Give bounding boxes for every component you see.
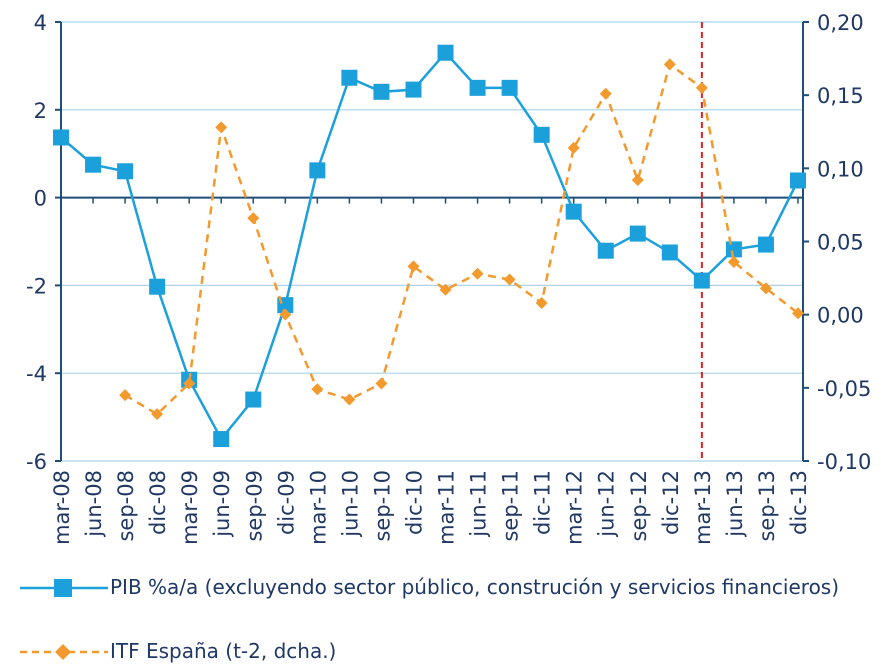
marker bbox=[663, 58, 676, 71]
x-tick-label: mar-11 bbox=[435, 470, 459, 545]
y-tick-label: 0 bbox=[34, 187, 47, 211]
marker bbox=[183, 377, 196, 390]
x-tick-label: dic-08 bbox=[146, 470, 170, 535]
legend-label: ITF España (t-2, dcha.) bbox=[110, 639, 337, 663]
marker bbox=[213, 431, 230, 448]
x-tick-label: mar-09 bbox=[178, 470, 202, 545]
x-tick-label: sep-10 bbox=[370, 470, 394, 542]
y-tick-label: -6 bbox=[26, 450, 47, 474]
y2-tick-label: 0,00 bbox=[817, 304, 864, 328]
y2-tick-label: 0,15 bbox=[817, 84, 864, 108]
marker bbox=[725, 241, 742, 258]
marker bbox=[535, 296, 548, 309]
x-tick-label: dic-11 bbox=[531, 470, 555, 535]
y2-tick-label: 0,05 bbox=[817, 231, 864, 255]
x-tick-label: mar-10 bbox=[306, 470, 330, 545]
legend-label: PIB %a/a (excluyendo sector público, con… bbox=[110, 575, 840, 599]
marker bbox=[341, 69, 358, 86]
y-tick-label: 2 bbox=[34, 99, 47, 123]
marker bbox=[759, 282, 772, 295]
x-tick-label: jun-13 bbox=[723, 470, 747, 538]
y2-tick-label: -0,05 bbox=[817, 377, 871, 401]
chart: -6 -4 -2 0 2 4 -0,10 -0,05 0,00 0,05 0,10 0,15 0,20 m… bbox=[26, 11, 871, 545]
marker bbox=[565, 203, 582, 220]
marker bbox=[373, 83, 390, 100]
marker bbox=[311, 383, 324, 396]
y-tick-label: -4 bbox=[26, 362, 47, 386]
marker bbox=[631, 174, 644, 187]
x-tick-label: jun-12 bbox=[595, 470, 619, 538]
legend-item: ITF España (t-2, dcha.) bbox=[18, 638, 840, 665]
marker bbox=[533, 126, 550, 143]
x-tick-label: dic-13 bbox=[787, 470, 811, 535]
y-tick-label: 4 bbox=[34, 11, 47, 35]
y2-tick-label: 0,20 bbox=[817, 11, 864, 35]
legend-key bbox=[20, 644, 108, 660]
x-tick-label: sep-09 bbox=[242, 470, 266, 542]
x-tick-label: sep-08 bbox=[114, 470, 138, 542]
marker bbox=[53, 129, 69, 146]
marker bbox=[597, 242, 614, 259]
x-tick-label: mar-08 bbox=[50, 470, 74, 545]
x-tick-label: dic-12 bbox=[659, 470, 683, 535]
legend-item: PIB %a/a (excluyendo sector público, con… bbox=[18, 574, 840, 601]
marker bbox=[119, 389, 132, 402]
marker bbox=[695, 81, 708, 94]
series-line bbox=[60, 50, 800, 442]
marker bbox=[247, 212, 260, 225]
marker bbox=[279, 308, 292, 321]
series-line bbox=[124, 62, 799, 416]
marker bbox=[469, 79, 486, 96]
marker bbox=[790, 172, 806, 189]
marker bbox=[661, 244, 678, 261]
marker bbox=[405, 81, 422, 98]
x-tick-label: jun-09 bbox=[210, 470, 234, 538]
x-tick-label: sep-12 bbox=[627, 470, 651, 542]
marker bbox=[215, 121, 228, 134]
marker bbox=[149, 278, 166, 295]
marker bbox=[567, 141, 580, 154]
marker bbox=[245, 391, 262, 408]
marker bbox=[503, 273, 516, 286]
marker bbox=[437, 44, 454, 61]
y2-tick-label: 0,10 bbox=[817, 157, 864, 181]
x-tick-label: dic-09 bbox=[274, 470, 298, 535]
x-tick-label: sep-13 bbox=[755, 470, 779, 542]
marker bbox=[375, 377, 388, 390]
marker bbox=[693, 272, 710, 289]
marker bbox=[439, 283, 452, 296]
marker bbox=[309, 162, 326, 179]
marker bbox=[343, 393, 356, 406]
marker bbox=[501, 79, 518, 96]
x-tick-label: sep-11 bbox=[499, 470, 523, 542]
y-tick-label: -2 bbox=[26, 274, 47, 298]
legend-key bbox=[20, 579, 108, 597]
x-tick-label: jun-08 bbox=[82, 470, 106, 538]
marker bbox=[792, 307, 804, 320]
marker bbox=[471, 267, 484, 280]
marker bbox=[727, 255, 740, 268]
marker bbox=[629, 225, 646, 242]
marker bbox=[151, 408, 164, 421]
x-tick-label: jun-11 bbox=[467, 470, 491, 538]
x-tick-label: mar-12 bbox=[563, 470, 587, 545]
y2-tick-label: -0,10 bbox=[817, 450, 871, 474]
marker bbox=[85, 156, 102, 173]
x-tick-label: jun-10 bbox=[338, 470, 362, 538]
marker bbox=[599, 87, 612, 100]
marker bbox=[407, 260, 420, 273]
marker bbox=[757, 236, 774, 253]
marker bbox=[117, 163, 134, 180]
x-tick-label: mar-13 bbox=[691, 470, 715, 545]
x-tick-label: dic-10 bbox=[402, 470, 426, 535]
